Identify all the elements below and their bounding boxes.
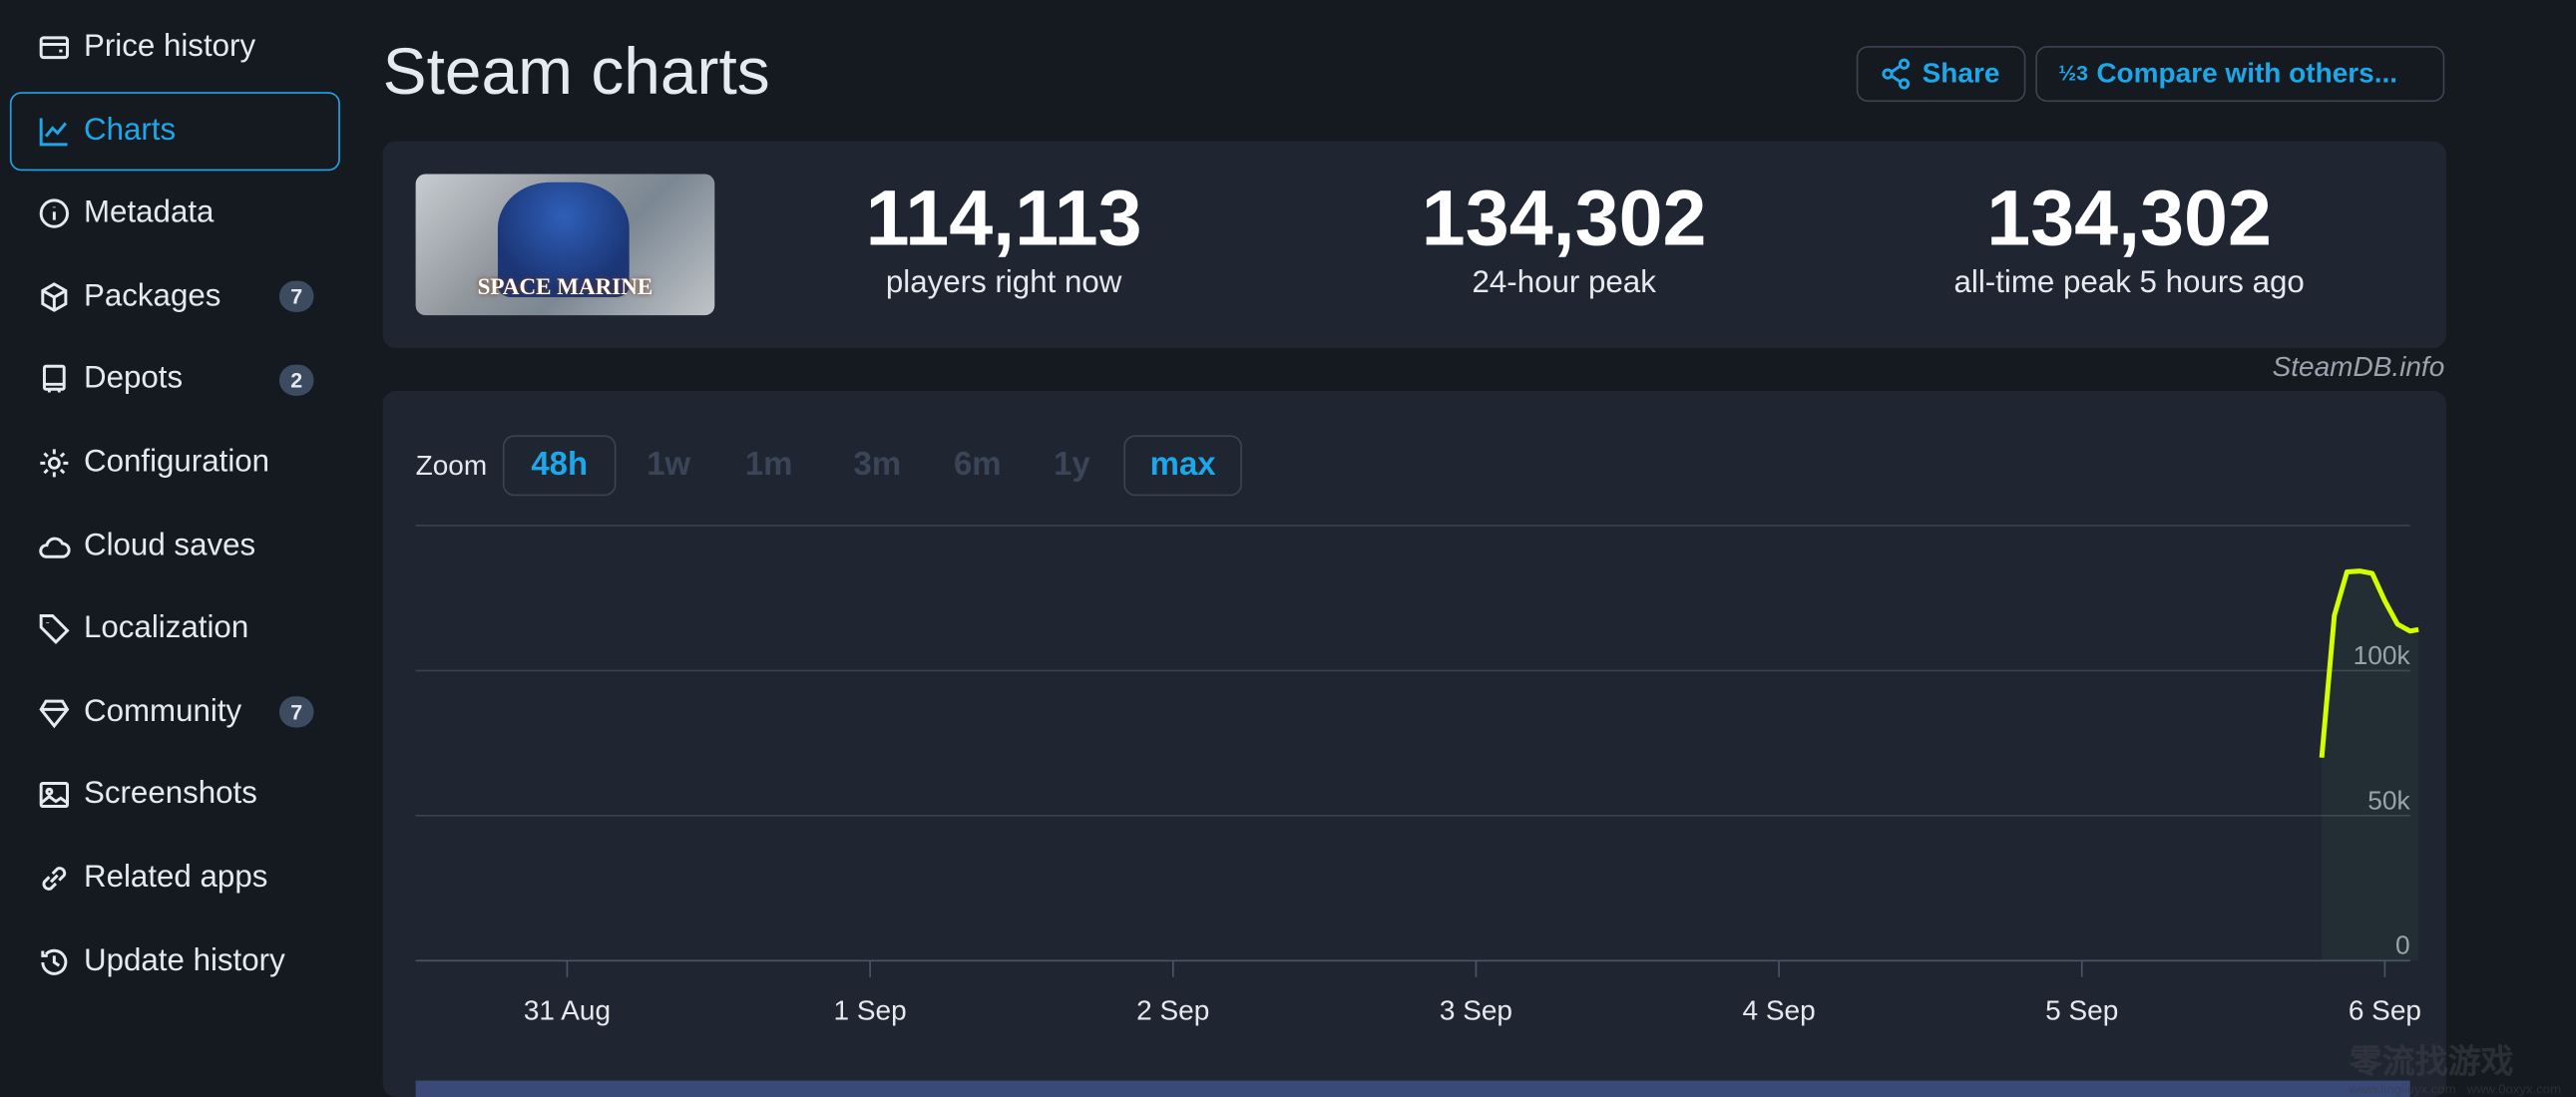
x-tick-label: 2 Sep (1136, 995, 1209, 1026)
steamdb-credit[interactable]: SteamDB.info (2273, 351, 2445, 384)
sidebar-item-label: Depots (84, 362, 183, 398)
sidebar-item-label: Charts (84, 113, 176, 149)
sidebar-item-packages[interactable]: Packages 7 (10, 257, 340, 336)
gear-icon (38, 447, 71, 480)
sidebar-item-label: Localization (84, 611, 248, 647)
x-tick-label: 31 Aug (524, 995, 611, 1026)
sidebar-item-label: Configuration (84, 445, 269, 481)
sidebar-item-label: Price history (84, 30, 255, 66)
share-button[interactable]: Share (1857, 46, 2026, 102)
sidebar-item-price-history[interactable]: Price history (10, 8, 340, 87)
compare-label: Compare with others... (2096, 58, 2397, 91)
sidebar-item-screenshots[interactable]: Screenshots (10, 756, 340, 835)
count-badge: 2 (279, 364, 314, 395)
sidebar-item-configuration[interactable]: Configuration (10, 424, 340, 503)
x-tick-label: 6 Sep (2349, 995, 2421, 1026)
sidebar-item-label: Packages (84, 279, 220, 315)
cover-logo: SPACE MARINE (416, 276, 715, 302)
sidebar-item-cloud-saves[interactable]: Cloud saves (10, 507, 340, 585)
fraction-icon: ½3 (2058, 66, 2088, 82)
box-icon (38, 280, 71, 313)
sidebar: Price history Charts Metadata Packages 7 Depo… (10, 8, 340, 1005)
cloud-icon (38, 530, 71, 562)
stat-value: 134,302 (1883, 175, 2375, 266)
x-tick-label: 1 Sep (834, 995, 907, 1026)
sidebar-item-label: Update history (84, 943, 285, 979)
history-icon (38, 945, 71, 978)
info-icon (38, 197, 71, 230)
tag-icon (38, 612, 71, 645)
sidebar-item-label: Community (84, 694, 241, 730)
sidebar-item-charts[interactable]: Charts (10, 92, 340, 171)
compare-button[interactable]: ½3 Compare with others... (2035, 46, 2444, 102)
chart-navigator[interactable] (416, 1081, 2410, 1097)
x-tick-label: 5 Sep (2045, 995, 2118, 1026)
stat-value: 114,113 (807, 175, 1201, 266)
game-cover[interactable]: SPACE MARINE (416, 175, 715, 316)
sidebar-item-label: Related apps (84, 861, 267, 897)
stat-label: all-time peak 5 hours ago (1883, 266, 2375, 302)
count-badge: 7 (279, 697, 314, 728)
page-title: Steam charts (383, 36, 770, 110)
share-icon (1880, 58, 1913, 91)
x-tick-label: 4 Sep (1743, 995, 1816, 1026)
server-icon (38, 364, 71, 397)
sidebar-item-metadata[interactable]: Metadata (10, 175, 340, 253)
sidebar-item-label: Cloud saves (84, 529, 255, 564)
sidebar-item-related-apps[interactable]: Related apps (10, 839, 340, 917)
count-badge: 7 (279, 281, 314, 312)
chart-line-icon (38, 115, 71, 148)
stat-label: 24-hour peak (1367, 266, 1761, 302)
sidebar-item-label: Screenshots (84, 777, 257, 813)
stat-label: players right now (807, 266, 1201, 302)
stat-value: 134,302 (1367, 175, 1761, 266)
wallet-icon (38, 31, 71, 64)
diamond-icon (38, 696, 71, 729)
sidebar-item-label: Metadata (84, 195, 214, 231)
link-icon (38, 862, 71, 895)
share-label: Share (1923, 58, 2000, 91)
sidebar-item-localization[interactable]: Localization (10, 589, 340, 668)
image-icon (38, 779, 71, 812)
sidebar-item-depots[interactable]: Depots 2 (10, 340, 340, 419)
sidebar-item-update-history[interactable]: Update history (10, 922, 340, 1001)
x-tick-label: 3 Sep (1440, 995, 1512, 1026)
sidebar-item-community[interactable]: Community 7 (10, 673, 340, 752)
